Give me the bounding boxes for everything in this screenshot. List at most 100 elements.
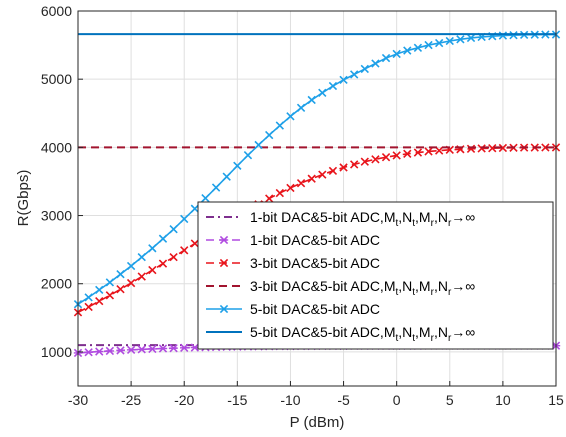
data-point (105, 291, 115, 300)
data-point (275, 121, 284, 130)
data-point (137, 272, 146, 281)
x-tick-label: 10 (495, 392, 511, 408)
data-point (307, 95, 316, 105)
data-point (158, 259, 168, 268)
data-point (381, 53, 391, 63)
data-point (360, 157, 369, 166)
legend-label-main: 1-bit DAC&5-bit ADC,M (250, 209, 395, 225)
data-point (137, 345, 146, 354)
data-point (158, 344, 168, 353)
data-point (328, 81, 338, 91)
data-point (350, 70, 359, 79)
data-point (169, 252, 178, 262)
y-tick-label: 1000 (41, 344, 72, 360)
legend: 1-bit DAC&5-bit ADC,Mt,Nt,Mr,Nr→∞1-bit D… (197, 201, 554, 350)
data-point (498, 31, 508, 40)
data-point (254, 140, 263, 150)
legend-entry: 3-bit DAC&5-bit ADC,Mt,Nt,Mr,Nr→∞ (206, 278, 475, 298)
data-point (328, 166, 338, 176)
legend-label-main: 5-bit DAC&5-bit ADC,M (250, 324, 395, 340)
data-point (105, 346, 115, 356)
data-point (371, 155, 380, 164)
data-point (413, 43, 423, 52)
data-point (95, 285, 104, 295)
x-tick-label: 15 (548, 392, 564, 408)
data-point (445, 36, 454, 46)
data-point (434, 38, 444, 48)
data-point (126, 345, 136, 355)
data-point (265, 194, 274, 203)
data-point (126, 261, 136, 271)
legend-label: 3-bit DAC&5-bit ADC,Mt,Nt,Mr,Nr→∞ (250, 278, 475, 298)
data-point (318, 170, 327, 179)
data-point (403, 46, 412, 55)
data-point (360, 64, 369, 74)
legend-label: 3-bit DAC&5-bit ADC (250, 255, 380, 271)
x-tick-label: -10 (280, 392, 300, 408)
legend-label: 5-bit DAC&5-bit ADC (250, 301, 380, 317)
data-point (233, 161, 242, 170)
data-point (116, 270, 125, 279)
data-point (222, 172, 231, 181)
y-tick-label: 2000 (41, 276, 72, 292)
data-point (286, 112, 295, 121)
data-point (105, 278, 115, 287)
legend-box (197, 201, 554, 350)
legend-entry: 1-bit DAC&5-bit ADC (206, 232, 380, 248)
data-point (180, 343, 189, 352)
data-point (137, 252, 146, 262)
x-axis-label: P (dBm) (290, 414, 345, 431)
data-point (424, 147, 433, 156)
data-point (392, 151, 401, 160)
y-tick-label: 6000 (41, 3, 72, 19)
data-point (509, 31, 518, 40)
x-tick-label: 0 (393, 392, 401, 408)
x-tick-label: -30 (68, 392, 88, 408)
data-point (424, 40, 433, 50)
data-point (339, 163, 348, 172)
data-point (477, 144, 486, 153)
legend-entry: 3-bit DAC&5-bit ADC (206, 255, 380, 271)
data-point (190, 239, 200, 248)
legend-marker (219, 258, 229, 268)
data-point (243, 151, 253, 160)
series-line (77, 146, 557, 314)
data-point (95, 347, 104, 356)
data-point (265, 130, 274, 140)
data-point (381, 153, 391, 162)
legend-label-main: 3-bit DAC&5-bit ADC,M (250, 278, 395, 294)
data-point (148, 344, 157, 354)
data-point (169, 343, 178, 353)
data-point (541, 143, 550, 152)
data-point (116, 346, 125, 355)
data-point (84, 348, 93, 357)
y-tick-label: 4000 (41, 139, 72, 155)
data-point (296, 103, 306, 112)
data-point (201, 193, 210, 203)
data-point (286, 183, 295, 193)
x-tick-label: 5 (446, 392, 454, 408)
x-tick-label: -5 (337, 392, 350, 408)
series-line (77, 33, 557, 305)
data-point (392, 49, 401, 59)
data-point (339, 75, 348, 85)
legend-marker (219, 235, 229, 245)
plot-frame (77, 10, 557, 387)
data-point (350, 160, 359, 169)
data-point (169, 225, 178, 234)
data-point (413, 148, 423, 157)
data-point (371, 59, 380, 68)
data-point (190, 204, 200, 213)
data-point (84, 302, 93, 312)
legend-label-main: 3-bit DAC&5-bit ADC (250, 255, 380, 271)
data-point (296, 178, 306, 188)
data-point (488, 144, 497, 153)
legend-marker (219, 304, 229, 314)
data-point (318, 88, 327, 97)
legend-entry: 5-bit DAC&5-bit ADC (206, 301, 380, 317)
data-point (158, 234, 168, 243)
legend-label-main: 5-bit DAC&5-bit ADC (250, 301, 380, 317)
legend-entry: 5-bit DAC&5-bit ADC,Mt,Nt,Mr,Nr→∞ (206, 324, 475, 344)
data-point (148, 265, 157, 275)
